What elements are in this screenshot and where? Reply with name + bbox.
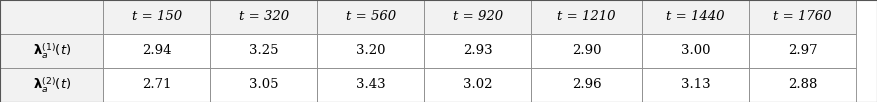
Bar bbox=[103, 34, 210, 68]
Bar bbox=[317, 0, 424, 34]
Bar bbox=[424, 68, 531, 102]
Text: t = 150: t = 150 bbox=[132, 11, 182, 23]
Bar bbox=[103, 68, 210, 102]
Text: 2.97: 2.97 bbox=[788, 44, 817, 57]
Text: 2.71: 2.71 bbox=[142, 78, 172, 91]
Bar bbox=[317, 34, 424, 68]
Text: 3.05: 3.05 bbox=[249, 78, 279, 91]
Bar bbox=[531, 68, 642, 102]
Text: 2.93: 2.93 bbox=[463, 44, 493, 57]
Bar bbox=[531, 34, 642, 68]
Text: 3.20: 3.20 bbox=[356, 44, 386, 57]
Text: 3.02: 3.02 bbox=[463, 78, 493, 91]
Bar bbox=[424, 34, 531, 68]
Text: t = 1210: t = 1210 bbox=[558, 11, 616, 23]
Bar bbox=[642, 68, 749, 102]
Bar bbox=[424, 0, 531, 34]
Bar bbox=[749, 0, 856, 34]
Bar bbox=[749, 34, 856, 68]
Text: 3.25: 3.25 bbox=[249, 44, 279, 57]
Text: 3.00: 3.00 bbox=[681, 44, 710, 57]
Bar bbox=[749, 68, 856, 102]
Text: 2.88: 2.88 bbox=[788, 78, 817, 91]
Bar bbox=[642, 34, 749, 68]
Bar bbox=[317, 68, 424, 102]
Text: $\boldsymbol{\lambda}_a^{(1)}(t)$: $\boldsymbol{\lambda}_a^{(1)}(t)$ bbox=[32, 41, 71, 61]
Bar bbox=[210, 68, 317, 102]
Bar bbox=[103, 0, 210, 34]
Text: 3.13: 3.13 bbox=[681, 78, 710, 91]
Text: t = 920: t = 920 bbox=[453, 11, 503, 23]
Text: t = 560: t = 560 bbox=[346, 11, 396, 23]
Text: t = 1440: t = 1440 bbox=[667, 11, 724, 23]
Text: t = 320: t = 320 bbox=[239, 11, 289, 23]
Bar bbox=[210, 34, 317, 68]
Text: 2.90: 2.90 bbox=[572, 44, 602, 57]
Bar bbox=[0, 68, 103, 102]
Bar bbox=[642, 0, 749, 34]
Bar bbox=[0, 0, 103, 34]
Text: 3.43: 3.43 bbox=[356, 78, 386, 91]
Bar bbox=[210, 0, 317, 34]
Text: 2.96: 2.96 bbox=[572, 78, 602, 91]
Bar bbox=[531, 0, 642, 34]
Bar bbox=[0, 34, 103, 68]
Text: t = 1760: t = 1760 bbox=[774, 11, 831, 23]
Text: 2.94: 2.94 bbox=[142, 44, 172, 57]
Text: $\boldsymbol{\lambda}_a^{(2)}(t)$: $\boldsymbol{\lambda}_a^{(2)}(t)$ bbox=[32, 75, 71, 95]
